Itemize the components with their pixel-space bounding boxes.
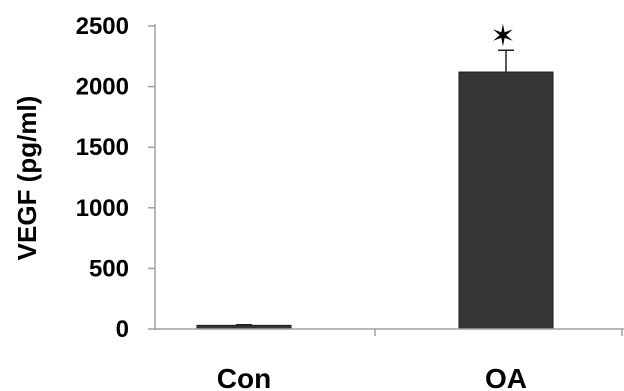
x-tick-label: Con xyxy=(217,363,271,391)
y-tick-label: 2000 xyxy=(76,74,129,101)
y-axis-ticks: 0 500 1000 1500 2000 2500 xyxy=(76,13,155,343)
bars: ✶ xyxy=(196,19,554,330)
y-tick-label: 500 xyxy=(89,255,129,282)
significance-star: ✶ xyxy=(490,19,515,54)
y-axis-title: VEGF (pg/ml) xyxy=(12,96,42,261)
axes xyxy=(154,24,624,336)
y-tick-label: 2500 xyxy=(76,13,129,40)
x-axis-labels: Con OA xyxy=(217,363,527,391)
y-tick-label: 1500 xyxy=(76,134,129,161)
y-tick-label: 0 xyxy=(116,316,129,343)
bar-oa xyxy=(458,71,554,330)
y-tick-label: 1000 xyxy=(76,195,129,222)
x-tick-label: OA xyxy=(485,363,527,391)
